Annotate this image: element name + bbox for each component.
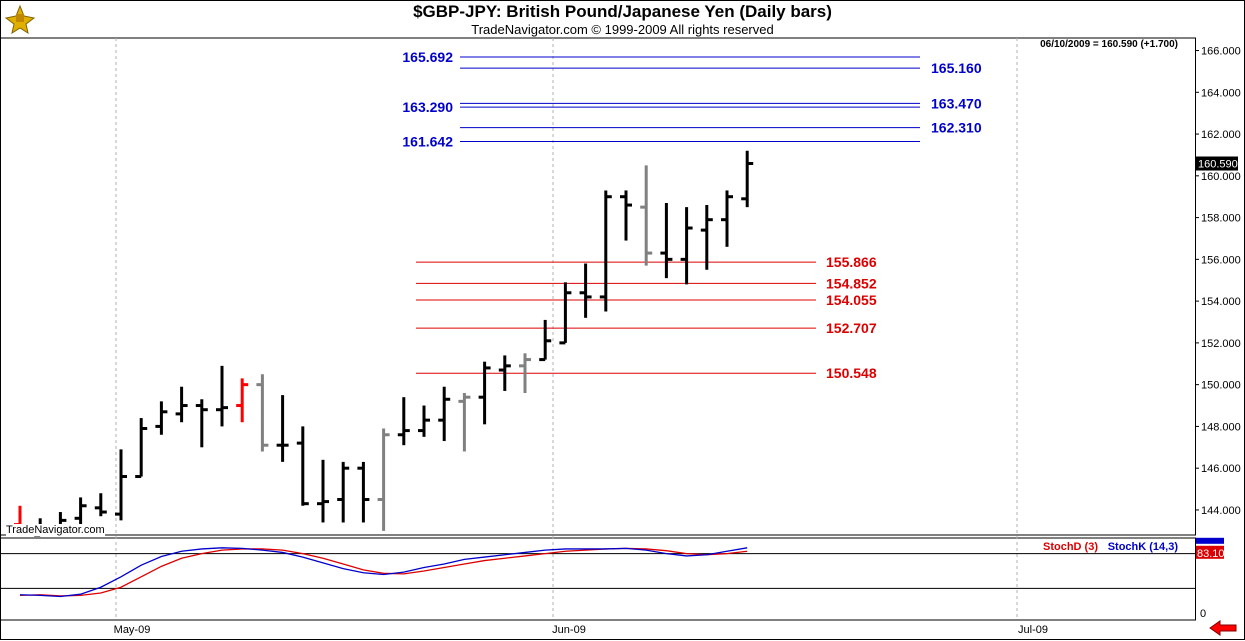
blue-level-label: 165.160 xyxy=(931,60,982,76)
blue-level-label: 163.290 xyxy=(402,99,453,115)
last-price-label: 160.590 xyxy=(1198,159,1238,171)
stoch-readout-marker xyxy=(1196,545,1224,559)
stoch-y-tick-label: 0 xyxy=(1200,608,1206,620)
red-level-label: 152.707 xyxy=(826,320,877,336)
price-readout: 06/10/2009 = 160.590 (+1.700) xyxy=(1040,39,1178,50)
x-tick-label: May-09 xyxy=(114,624,151,636)
y-tick-label: 164.000 xyxy=(1201,87,1241,99)
red-level-label: 150.548 xyxy=(826,365,877,381)
trade-navigator-logo-icon xyxy=(4,4,36,35)
y-tick-label: 160.000 xyxy=(1201,171,1241,183)
blue-level-label: 163.470 xyxy=(931,95,982,111)
y-tick-label: 154.000 xyxy=(1201,296,1241,308)
red-level-label: 154.852 xyxy=(826,275,877,291)
y-tick-label: 156.000 xyxy=(1201,254,1241,266)
stoch-series-line xyxy=(19,547,748,598)
x-tick-label: Jun-09 xyxy=(552,624,586,636)
chart-subtitle: TradeNavigator.com © 1999-2009 All right… xyxy=(471,22,774,37)
stoch-readout-label: 83.10 xyxy=(1197,548,1225,560)
red-level-label: 154.055 xyxy=(826,292,877,308)
legend-stochd: StochD (3) xyxy=(1043,541,1098,553)
last-price-marker xyxy=(1196,156,1238,171)
red-level-label: 155.866 xyxy=(826,254,877,270)
y-tick-label: 158.000 xyxy=(1201,213,1241,225)
price-panel-frame xyxy=(0,37,1196,536)
y-tick-label: 150.000 xyxy=(1201,380,1241,392)
stochk-marker xyxy=(1196,537,1224,544)
x-tick-label: Jul-09 xyxy=(1018,624,1048,636)
y-tick-label: 166.000 xyxy=(1201,46,1241,58)
blue-level-label: 162.310 xyxy=(931,120,982,136)
y-tick-label: 162.000 xyxy=(1201,129,1241,141)
y-tick-label: 152.000 xyxy=(1201,338,1241,350)
y-tick-label: 144.000 xyxy=(1201,505,1241,517)
scroll-left-arrow-icon[interactable] xyxy=(1208,620,1238,636)
y-tick-label: 146.000 xyxy=(1201,463,1241,475)
y-tick-label: 148.000 xyxy=(1201,421,1241,433)
watermark: TradeNavigator.com xyxy=(6,524,105,536)
chart-title: $GBP-JPY: British Pound/Japanese Yen (Da… xyxy=(413,2,832,21)
blue-level-label: 165.692 xyxy=(402,49,453,65)
stoch-panel-frame xyxy=(0,537,1196,621)
legend-stochk: StochK (14,3) xyxy=(1108,541,1179,553)
blue-level-label: 161.642 xyxy=(402,134,453,150)
